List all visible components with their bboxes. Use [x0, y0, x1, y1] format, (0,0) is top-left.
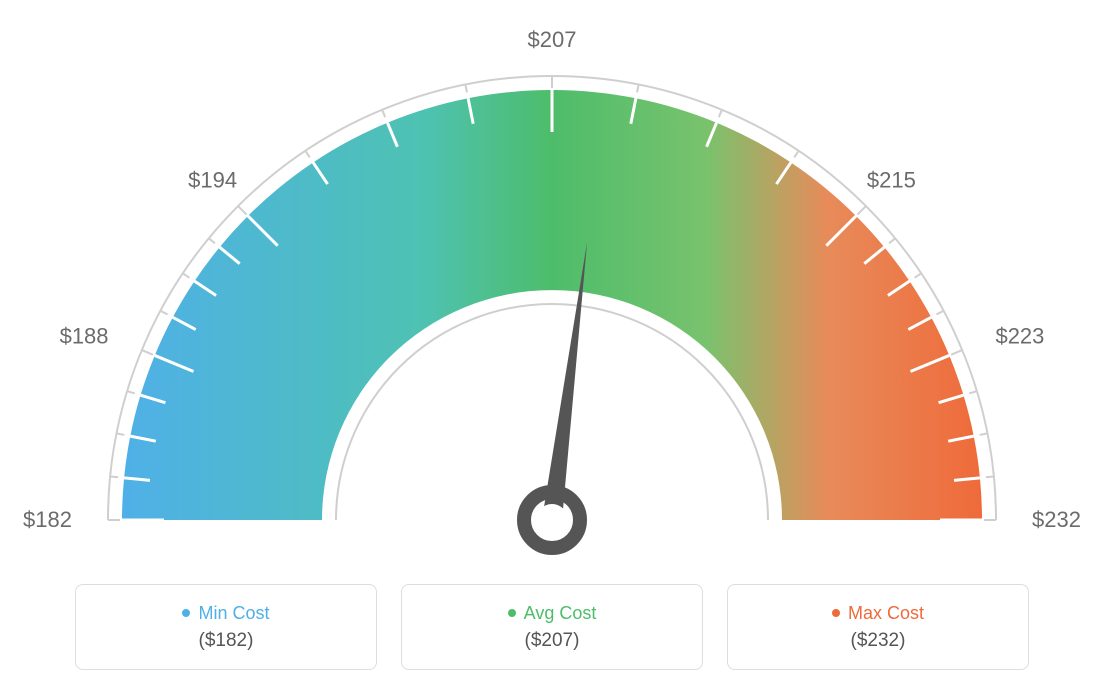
- legend-label-min: Min Cost: [182, 603, 269, 624]
- svg-text:$232: $232: [1032, 507, 1081, 532]
- gauge-svg: $182 $188 $194 $207 $215 $223 $232: [0, 0, 1104, 560]
- legend-value-min: ($182): [199, 630, 254, 652]
- svg-text:$223: $223: [995, 323, 1044, 348]
- legend-text-max: Max Cost: [848, 603, 924, 624]
- legend-label-avg: Avg Cost: [508, 603, 597, 624]
- legend-label-max: Max Cost: [832, 603, 924, 624]
- legend-box-min: Min Cost ($182): [75, 584, 377, 670]
- legend-text-avg: Avg Cost: [524, 603, 597, 624]
- svg-text:$207: $207: [528, 27, 577, 52]
- svg-text:$194: $194: [188, 168, 237, 193]
- legend-box-avg: Avg Cost ($207): [401, 584, 703, 670]
- gauge-area: $182 $188 $194 $207 $215 $223 $232: [0, 0, 1104, 560]
- legend-box-max: Max Cost ($232): [727, 584, 1029, 670]
- svg-text:$188: $188: [60, 323, 109, 348]
- legend-dot-max: [832, 609, 840, 617]
- legend-value-avg: ($207): [525, 630, 580, 652]
- legend-row: Min Cost ($182) Avg Cost ($207) Max Cost…: [0, 584, 1104, 670]
- gauge-chart-container: $182 $188 $194 $207 $215 $223 $232 Min Cost ($…: [0, 0, 1104, 690]
- legend-text-min: Min Cost: [198, 603, 269, 624]
- svg-text:$215: $215: [867, 168, 916, 193]
- legend-dot-min: [182, 609, 190, 617]
- svg-text:$182: $182: [23, 507, 72, 532]
- legend-value-max: ($232): [851, 630, 906, 652]
- legend-dot-avg: [508, 609, 516, 617]
